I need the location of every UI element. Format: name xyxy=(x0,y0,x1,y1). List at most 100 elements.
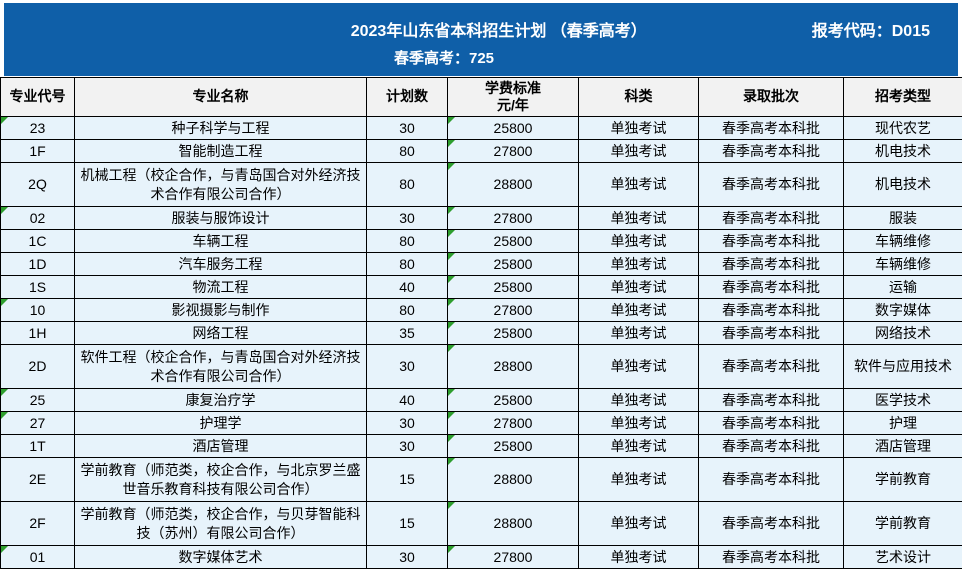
cell-admission-batch[interactable]: 春季高考本科批 xyxy=(699,140,844,163)
cell-plan-count[interactable]: 80 xyxy=(367,140,448,163)
cell-major-name[interactable]: 车辆工程 xyxy=(75,230,367,253)
cell-subject-type[interactable]: 单独考试 xyxy=(579,140,699,163)
cell-major-name[interactable]: 学前教育（师范类，校企合作，与贝芽智能科技（苏州）有限公司合作） xyxy=(75,502,367,546)
cell-fee[interactable]: 28800 xyxy=(448,345,579,389)
cell-major-name[interactable]: 数字媒体艺术 xyxy=(75,546,367,569)
cell-code[interactable]: 2F xyxy=(1,502,75,546)
cell-major-name[interactable]: 护理学 xyxy=(75,412,367,435)
cell-fee[interactable]: 25800 xyxy=(448,389,579,412)
cell-subject-type[interactable]: 单独考试 xyxy=(579,345,699,389)
cell-code[interactable]: 2Q xyxy=(1,163,75,207)
cell-admission-batch[interactable]: 春季高考本科批 xyxy=(699,389,844,412)
cell-recruit-type[interactable]: 机电技术 xyxy=(844,163,962,207)
col-header-subject-type[interactable]: 科类 xyxy=(579,78,699,117)
cell-fee[interactable]: 28800 xyxy=(448,502,579,546)
cell-major-name[interactable]: 机械工程（校企合作，与青岛国合对外经济技术合作有限公司合作） xyxy=(75,163,367,207)
cell-fee[interactable]: 25800 xyxy=(448,276,579,299)
cell-plan-count[interactable]: 30 xyxy=(367,345,448,389)
cell-major-name[interactable]: 影视摄影与制作 xyxy=(75,299,367,322)
cell-code[interactable]: 1S xyxy=(1,276,75,299)
cell-subject-type[interactable]: 单独考试 xyxy=(579,502,699,546)
cell-recruit-type[interactable]: 学前教育 xyxy=(844,458,962,502)
cell-admission-batch[interactable]: 春季高考本科批 xyxy=(699,458,844,502)
cell-plan-count[interactable]: 35 xyxy=(367,322,448,345)
cell-plan-count[interactable]: 30 xyxy=(367,546,448,569)
cell-fee[interactable]: 27800 xyxy=(448,299,579,322)
cell-code[interactable]: 2D xyxy=(1,345,75,389)
cell-major-name[interactable]: 服装与服饰设计 xyxy=(75,207,367,230)
cell-recruit-type[interactable]: 酒店管理 xyxy=(844,435,962,458)
cell-plan-count[interactable]: 80 xyxy=(367,163,448,207)
cell-fee[interactable]: 25800 xyxy=(448,253,579,276)
cell-recruit-type[interactable]: 现代农艺 xyxy=(844,117,962,140)
cell-fee[interactable]: 27800 xyxy=(448,412,579,435)
cell-plan-count[interactable]: 80 xyxy=(367,253,448,276)
cell-recruit-type[interactable]: 车辆维修 xyxy=(844,253,962,276)
cell-recruit-type[interactable]: 护理 xyxy=(844,412,962,435)
cell-fee[interactable]: 27800 xyxy=(448,207,579,230)
cell-recruit-type[interactable]: 网络技术 xyxy=(844,322,962,345)
cell-fee[interactable]: 27800 xyxy=(448,546,579,569)
cell-code[interactable]: 02 xyxy=(1,207,75,230)
cell-admission-batch[interactable]: 春季高考本科批 xyxy=(699,322,844,345)
cell-plan-count[interactable]: 40 xyxy=(367,276,448,299)
cell-subject-type[interactable]: 单独考试 xyxy=(579,276,699,299)
cell-admission-batch[interactable]: 春季高考本科批 xyxy=(699,117,844,140)
cell-fee[interactable]: 28800 xyxy=(448,163,579,207)
cell-subject-type[interactable]: 单独考试 xyxy=(579,412,699,435)
cell-plan-count[interactable]: 30 xyxy=(367,117,448,140)
cell-subject-type[interactable]: 单独考试 xyxy=(579,163,699,207)
cell-code[interactable]: 23 xyxy=(1,117,75,140)
cell-recruit-type[interactable]: 机电技术 xyxy=(844,140,962,163)
cell-fee[interactable]: 25800 xyxy=(448,230,579,253)
cell-plan-count[interactable]: 15 xyxy=(367,502,448,546)
cell-code[interactable]: 1T xyxy=(1,435,75,458)
cell-fee[interactable]: 25800 xyxy=(448,117,579,140)
cell-subject-type[interactable]: 单独考试 xyxy=(579,230,699,253)
cell-major-name[interactable]: 汽车服务工程 xyxy=(75,253,367,276)
cell-admission-batch[interactable]: 春季高考本科批 xyxy=(699,253,844,276)
cell-major-name[interactable]: 学前教育（师范类，校企合作，与北京罗兰盛世音乐教育科技有限公司合作） xyxy=(75,458,367,502)
cell-fee[interactable]: 28800 xyxy=(448,458,579,502)
cell-admission-batch[interactable]: 春季高考本科批 xyxy=(699,207,844,230)
cell-recruit-type[interactable]: 医学技术 xyxy=(844,389,962,412)
cell-admission-batch[interactable]: 春季高考本科批 xyxy=(699,230,844,253)
cell-plan-count[interactable]: 80 xyxy=(367,230,448,253)
cell-recruit-type[interactable]: 艺术设计 xyxy=(844,546,962,569)
cell-admission-batch[interactable]: 春季高考本科批 xyxy=(699,435,844,458)
cell-plan-count[interactable]: 30 xyxy=(367,412,448,435)
cell-subject-type[interactable]: 单独考试 xyxy=(579,458,699,502)
cell-code[interactable]: 1D xyxy=(1,253,75,276)
cell-admission-batch[interactable]: 春季高考本科批 xyxy=(699,412,844,435)
cell-subject-type[interactable]: 单独考试 xyxy=(579,435,699,458)
cell-major-name[interactable]: 种子科学与工程 xyxy=(75,117,367,140)
cell-fee[interactable]: 25800 xyxy=(448,322,579,345)
cell-code[interactable]: 1C xyxy=(1,230,75,253)
cell-subject-type[interactable]: 单独考试 xyxy=(579,207,699,230)
cell-subject-type[interactable]: 单独考试 xyxy=(579,253,699,276)
cell-code[interactable]: 25 xyxy=(1,389,75,412)
cell-recruit-type[interactable]: 软件与应用技术 xyxy=(844,345,962,389)
col-header-admission-batch[interactable]: 录取批次 xyxy=(699,78,844,117)
cell-major-name[interactable]: 智能制造工程 xyxy=(75,140,367,163)
cell-code[interactable]: 27 xyxy=(1,412,75,435)
cell-admission-batch[interactable]: 春季高考本科批 xyxy=(699,276,844,299)
cell-recruit-type[interactable]: 数字媒体 xyxy=(844,299,962,322)
cell-fee[interactable]: 25800 xyxy=(448,435,579,458)
cell-code[interactable]: 1H xyxy=(1,322,75,345)
cell-plan-count[interactable]: 40 xyxy=(367,389,448,412)
cell-recruit-type[interactable]: 学前教育 xyxy=(844,502,962,546)
cell-admission-batch[interactable]: 春季高考本科批 xyxy=(699,546,844,569)
cell-admission-batch[interactable]: 春季高考本科批 xyxy=(699,299,844,322)
col-header-fee[interactable]: 学费标准元/年 xyxy=(448,78,579,117)
cell-subject-type[interactable]: 单独考试 xyxy=(579,299,699,322)
cell-code[interactable]: 1F xyxy=(1,140,75,163)
cell-subject-type[interactable]: 单独考试 xyxy=(579,389,699,412)
cell-admission-batch[interactable]: 春季高考本科批 xyxy=(699,502,844,546)
cell-admission-batch[interactable]: 春季高考本科批 xyxy=(699,163,844,207)
cell-subject-type[interactable]: 单独考试 xyxy=(579,117,699,140)
cell-major-name[interactable]: 酒店管理 xyxy=(75,435,367,458)
cell-plan-count[interactable]: 15 xyxy=(367,458,448,502)
cell-major-name[interactable]: 康复治疗学 xyxy=(75,389,367,412)
cell-plan-count[interactable]: 80 xyxy=(367,299,448,322)
